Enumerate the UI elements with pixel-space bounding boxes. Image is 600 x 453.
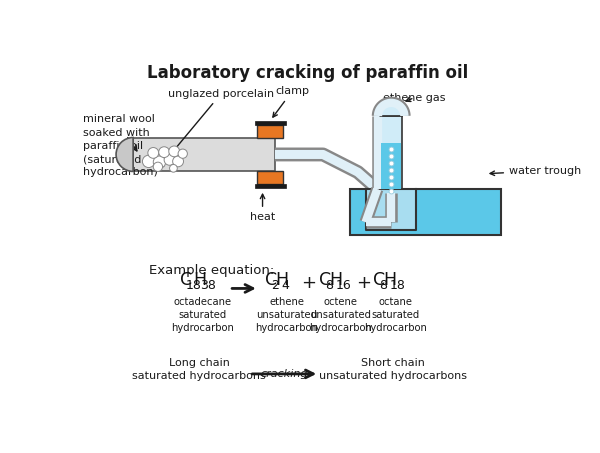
Text: 8: 8	[379, 279, 388, 292]
Circle shape	[153, 162, 163, 171]
Text: water trough: water trough	[490, 166, 581, 176]
Text: Long chain
saturated hydrocarbons: Long chain saturated hydrocarbons	[132, 358, 266, 381]
Text: 38: 38	[200, 279, 216, 292]
Text: unglazed porcelain: unglazed porcelain	[159, 89, 274, 168]
Circle shape	[153, 156, 166, 169]
Text: Example equation:: Example equation:	[149, 264, 274, 277]
Bar	[257, 171, 283, 184]
Bar	[255, 120, 286, 125]
Text: 16: 16	[335, 279, 351, 292]
Bar	[350, 189, 501, 235]
Circle shape	[164, 154, 175, 165]
Text: Laboratory cracking of paraffin oil: Laboratory cracking of paraffin oil	[147, 63, 468, 82]
Text: H: H	[383, 271, 397, 289]
Text: C: C	[319, 271, 331, 289]
Text: 18: 18	[390, 279, 406, 292]
Text: ethene gas: ethene gas	[383, 92, 446, 102]
Text: C: C	[179, 271, 192, 289]
Text: heat: heat	[250, 194, 275, 222]
Text: +: +	[301, 275, 316, 293]
Text: octene
unsaturated
hydrocarbon: octene unsaturated hydrocarbon	[310, 297, 372, 333]
Bar	[133, 138, 275, 171]
Text: Short chain
unsaturated hydrocarbons: Short chain unsaturated hydrocarbons	[319, 358, 467, 381]
Text: 2: 2	[271, 279, 279, 292]
Text: octadecane
saturated
hydrocarbon: octadecane saturated hydrocarbon	[172, 297, 235, 333]
Bar	[255, 184, 286, 188]
Text: H: H	[275, 271, 288, 289]
Bar	[381, 143, 401, 189]
Circle shape	[169, 146, 179, 157]
Text: C: C	[265, 271, 277, 289]
Text: clamp: clamp	[273, 87, 309, 117]
Text: 18: 18	[185, 279, 202, 292]
Text: C: C	[373, 271, 386, 289]
Circle shape	[158, 147, 170, 158]
Text: H: H	[194, 271, 207, 289]
Text: +: +	[356, 275, 371, 293]
Text: mineral wool
soaked with
paraffin oil
(saturated
hydrocarbon): mineral wool soaked with paraffin oil (s…	[83, 115, 158, 177]
Wedge shape	[380, 105, 402, 116]
Bar	[350, 189, 501, 235]
Circle shape	[173, 156, 184, 167]
Circle shape	[148, 148, 159, 158]
Text: 8: 8	[325, 279, 333, 292]
Wedge shape	[116, 138, 133, 171]
Text: H: H	[329, 271, 343, 289]
Bar	[365, 189, 416, 230]
Bar	[257, 125, 283, 138]
Text: cracking: cracking	[260, 369, 308, 379]
Text: 4: 4	[281, 279, 289, 292]
Circle shape	[142, 155, 155, 168]
Text: ethene
unsaturated
hydrocarbon: ethene unsaturated hydrocarbon	[255, 297, 318, 333]
Text: octane
saturated
hydrocarbon: octane saturated hydrocarbon	[364, 297, 427, 333]
Bar	[380, 116, 402, 189]
Circle shape	[178, 149, 187, 158]
Circle shape	[170, 164, 178, 172]
